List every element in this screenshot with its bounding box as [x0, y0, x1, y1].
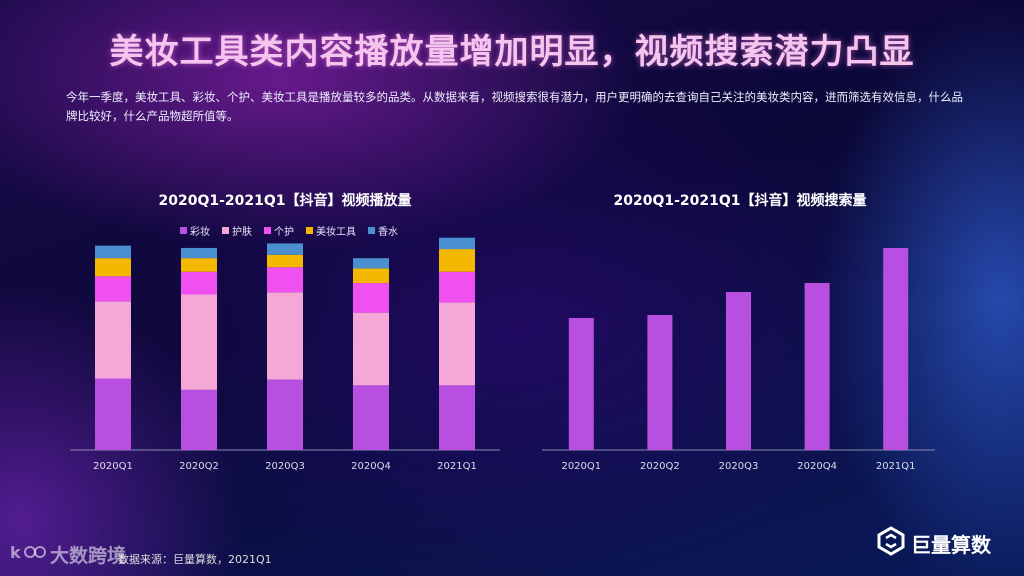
legend-item-meizhuanggongju: 美妆工具 [306, 223, 356, 238]
bar-segment-4-2020Q2 [181, 258, 217, 272]
legend-item-hufu: 护肤 [222, 223, 252, 238]
bar-segment-2-2020Q4 [353, 312, 389, 386]
bar-segment-3-2021Q1 [439, 271, 475, 303]
search-bar-2020Q1 [568, 318, 594, 450]
bar-segment-4-2020Q3 [267, 254, 303, 268]
bar-segment-2-2020Q2 [181, 294, 217, 390]
bar-segment-3-2020Q3 [267, 267, 303, 293]
left-chart-title: 2020Q1-2021Q1【抖音】视频播放量 [158, 193, 412, 209]
page-description: 今年一季度，美妆工具、彩妆、个护、美妆工具是播放量较多的品类。从数据来看，视频搜… [66, 90, 963, 123]
left-chart-legend: 彩妆 护肤 个护 美妆工具 香水 [180, 223, 398, 238]
legend-item-caizhuang: 彩妆 [180, 223, 210, 238]
svg-text:k: k [10, 543, 21, 562]
legend-swatch [222, 227, 229, 234]
legend-label: 个护 [274, 227, 294, 238]
left-chart-tick-label: 2020Q1 [93, 461, 133, 472]
right-chart-tick-label: 2020Q1 [561, 461, 601, 472]
left-chart-tick-label: 2020Q4 [351, 461, 391, 472]
bar-segment-1-2020Q2 [181, 389, 217, 450]
legend-item-xiangshui: 香水 [368, 223, 398, 238]
bar-segment-1-2021Q1 [439, 385, 475, 450]
bar-segment-1-2020Q1 [95, 378, 131, 450]
left-chart-tick-label: 2020Q3 [265, 461, 305, 472]
bar-segment-4-2020Q1 [95, 258, 131, 277]
legend-label: 美妆工具 [316, 227, 356, 238]
legend-label: 彩妆 [190, 227, 210, 238]
left-chart-tick-label: 2021Q1 [437, 461, 477, 472]
bar-segment-2-2020Q1 [95, 301, 131, 379]
legend-label: 护肤 [232, 227, 252, 238]
right-chart-title: 2020Q1-2021Q1【抖音】视频搜索量 [613, 193, 867, 209]
watermark: k 大数跨境 [10, 541, 126, 568]
right-chart-tick-label: 2020Q2 [640, 461, 680, 472]
bar-segment-3-2020Q4 [353, 283, 389, 313]
watermark-text: 大数跨境 [50, 545, 127, 567]
source-note: 数据来源：巨量算数，2021Q1 [118, 553, 272, 566]
search-bar-2020Q3 [726, 292, 751, 450]
bar-segment-1-2020Q4 [353, 385, 389, 450]
bar-segment-5-2020Q4 [353, 258, 389, 269]
legend-swatch [264, 227, 271, 234]
bar-segment-5-2020Q3 [267, 243, 303, 255]
search-bar-2020Q2 [647, 315, 673, 450]
brand-name: 巨量算数 [911, 533, 991, 557]
bar-segment-3-2020Q2 [181, 271, 217, 295]
legend-item-gehu: 个护 [264, 223, 294, 238]
legend-swatch [368, 227, 375, 234]
legend-label: 香水 [378, 227, 398, 238]
right-chart-tick-label: 2020Q4 [797, 461, 837, 472]
brand-logo: 巨量算数 [877, 526, 991, 561]
watermark-logo-icon: k [10, 541, 46, 568]
legend-swatch [306, 227, 313, 234]
bar-segment-2-2020Q3 [267, 292, 303, 380]
brand-hexagon-icon [877, 526, 905, 561]
bar-segment-5-2020Q1 [95, 245, 131, 259]
search-bar-2021Q1 [883, 248, 909, 450]
bar-segment-5-2020Q2 [181, 247, 217, 259]
bar-segment-4-2021Q1 [439, 249, 475, 272]
right-chart-tick-label: 2021Q1 [876, 461, 916, 472]
bar-segment-4-2020Q4 [353, 268, 389, 284]
right-chart-tick-label: 2020Q3 [719, 461, 759, 472]
left-chart-tick-label: 2020Q2 [179, 461, 219, 472]
bar-segment-2-2021Q1 [439, 302, 475, 386]
bar-segment-3-2020Q1 [95, 276, 131, 302]
page-title: 美妆工具类内容播放量增加明显，视频搜索潜力凸显 [109, 32, 915, 72]
search-bar-2020Q4 [804, 283, 830, 450]
bar-segment-1-2020Q3 [267, 379, 303, 450]
bar-segment-5-2021Q1 [439, 237, 475, 250]
legend-swatch [180, 227, 187, 234]
